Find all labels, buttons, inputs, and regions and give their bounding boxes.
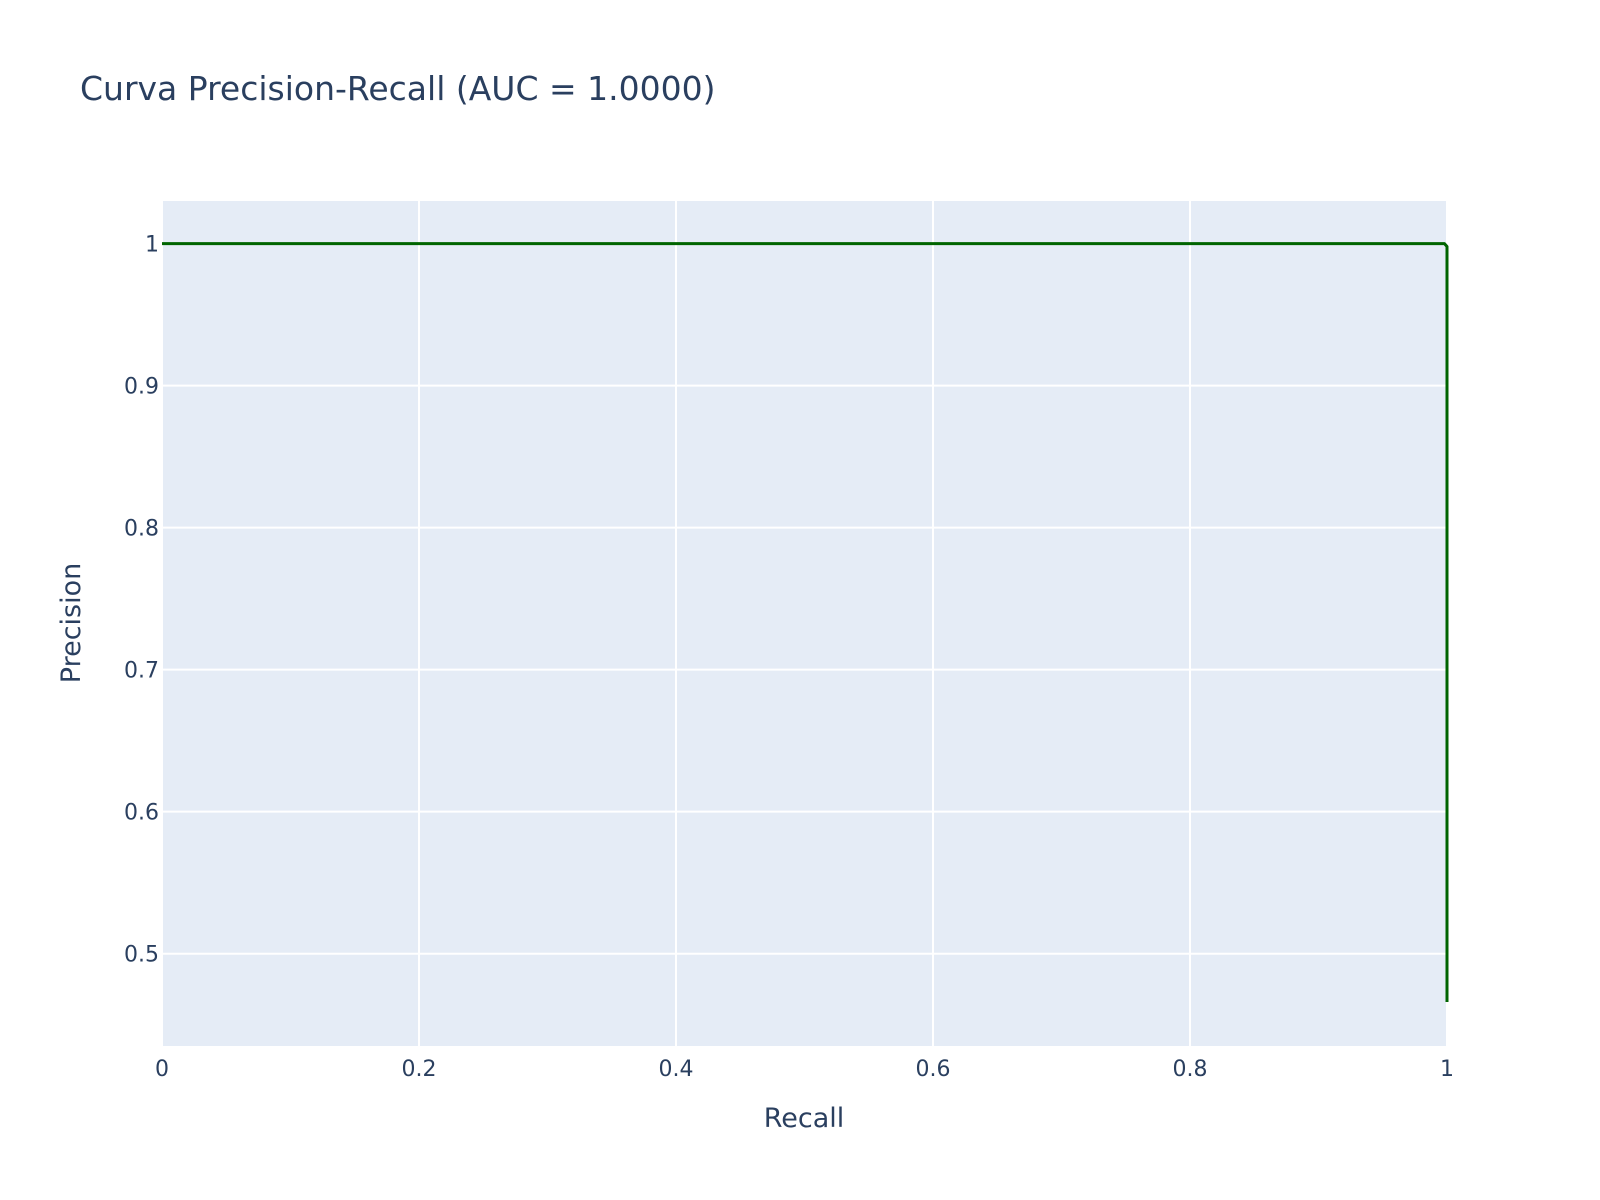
x-tick-label: 0.6 [916, 1057, 951, 1082]
x-tick-label: 1 [1440, 1057, 1454, 1082]
y-tick-label: 0.8 [124, 517, 159, 542]
y-tick-label: 0.9 [124, 375, 159, 400]
y-axis-ticks: 0.5 0.6 0.7 0.8 0.9 1 [124, 233, 159, 968]
plot-area [162, 201, 1447, 1046]
chart-title: Curva Precision-Recall (AUC = 1.0000) [80, 69, 715, 108]
x-tick-label: 0.4 [659, 1057, 694, 1082]
x-axis-title: Recall [764, 1103, 845, 1134]
y-tick-label: 0.6 [124, 801, 159, 826]
x-axis-ticks: 0 0.2 0.4 0.6 0.8 1 [155, 1057, 1454, 1082]
y-tick-label: 0.7 [124, 659, 159, 684]
x-tick-label: 0.8 [1173, 1057, 1208, 1082]
series-layer [162, 242, 1449, 1002]
y-tick-label: 0.5 [124, 943, 159, 968]
grid-lines [161, 201, 1448, 1046]
x-tick-label: 0.2 [402, 1057, 437, 1082]
y-tick-label: 1 [145, 233, 159, 258]
y-axis-title: Precision [56, 563, 87, 683]
x-tick-label: 0 [155, 1057, 169, 1082]
series-line [162, 242, 1449, 1002]
